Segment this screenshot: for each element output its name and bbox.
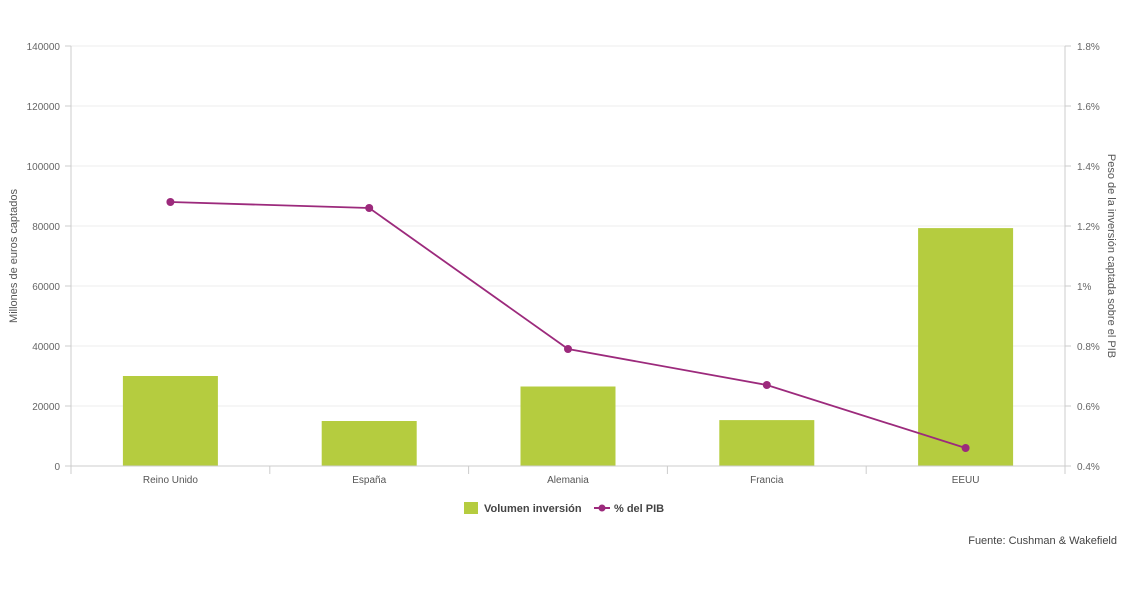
legend-item-line[interactable]: % del PIB [594, 503, 664, 515]
y-tick-label-left: 0 [54, 462, 60, 473]
line-point-francia[interactable] [762, 381, 771, 389]
x-tick-label: Reino Unido [143, 475, 198, 486]
y-tick-label-left: 120000 [27, 102, 61, 113]
y-tick-label-right: 0.8% [1077, 342, 1100, 353]
x-tick-label: EEUU [952, 475, 980, 486]
y-axis-title-left: Millones de euros captados [8, 189, 20, 323]
y-tick-label-right: 1.6% [1077, 102, 1100, 113]
axes [65, 45, 1071, 474]
y-tick-label-left: 100000 [27, 162, 61, 173]
y-tick-label-right: 1.4% [1077, 162, 1100, 173]
right-axis-ticks: 0.4% 0.6% 0.8% 1% 1.2% 1.4% 1.6% 1.8% [1077, 42, 1100, 473]
line-point-reino-unido[interactable] [166, 198, 175, 206]
line-series [166, 198, 970, 452]
x-tick-label: España [352, 475, 386, 486]
line-point-alemania[interactable] [564, 345, 572, 353]
legend-bar-swatch [464, 502, 478, 514]
bar-españa[interactable] [321, 421, 417, 466]
bar-reino-unido[interactable] [122, 376, 218, 466]
bar-francia[interactable] [719, 420, 815, 466]
bar-eeuu[interactable] [918, 228, 1014, 466]
x-tick-label: Francia [750, 475, 784, 486]
y-tick-label-left: 40000 [32, 342, 60, 353]
y-tick-label-right: 1% [1077, 282, 1092, 293]
y-tick-label-left: 140000 [27, 42, 61, 53]
category-labels: Reino Unido España Alemania Francia EEUU [143, 475, 980, 486]
legend-item-bar[interactable]: Volumen inversión [464, 502, 582, 515]
y-tick-label-right: 1.2% [1077, 222, 1100, 233]
line-point-españa[interactable] [365, 204, 374, 212]
y-tick-label-right: 0.6% [1077, 402, 1100, 413]
x-tick-label: Alemania [547, 475, 589, 486]
y-tick-label-left: 20000 [32, 402, 60, 413]
legend-line-label: % del PIB [614, 503, 664, 515]
bars [122, 228, 1014, 467]
y-tick-label-right: 1.8% [1077, 42, 1100, 53]
bar-alemania[interactable] [520, 386, 616, 467]
y-tick-label-left: 80000 [32, 222, 60, 233]
line-point-eeuu[interactable] [961, 444, 970, 452]
legend: Volumen inversión % del PIB [464, 502, 664, 515]
legend-line-marker [598, 504, 606, 512]
y-tick-label-right: 0.4% [1077, 462, 1100, 473]
y-axis-title-right: Peso de la inversión captada sobre el PI… [1105, 154, 1117, 358]
y-tick-label-left: 60000 [32, 282, 60, 293]
legend-bar-label: Volumen inversión [484, 503, 582, 515]
left-axis-ticks: 0 20000 40000 60000 80000 100000 120000 140000 [27, 42, 61, 473]
source-note: Fuente: Cushman & Wakefield [968, 535, 1117, 547]
